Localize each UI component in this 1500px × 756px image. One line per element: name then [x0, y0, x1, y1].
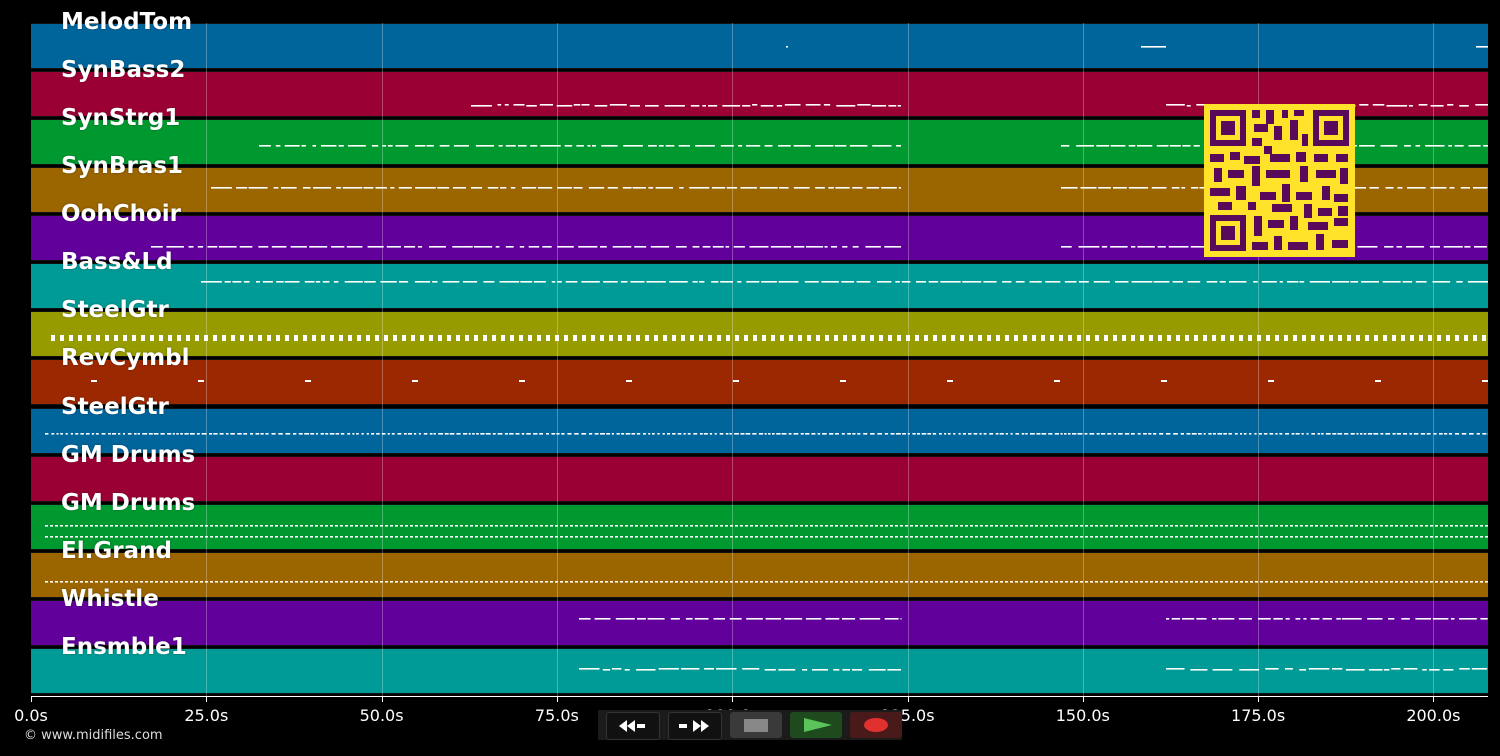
axis-tick-label: 150.0s [1055, 706, 1110, 725]
track-lane[interactable]: SteelGtr [31, 394, 1488, 454]
axis-tick-label: 50.0s [359, 706, 404, 725]
track-notes [45, 580, 1488, 583]
axis-tick [1433, 696, 1435, 702]
track-label: SteelGtr [61, 393, 169, 420]
track-notes [151, 246, 1487, 248]
axis-tick [556, 696, 558, 702]
track-label: MelodTom [61, 9, 193, 35]
fast-forward-icon [679, 720, 709, 732]
track-notes [45, 524, 1488, 538]
gridline [732, 23, 734, 696]
track-notes [786, 46, 1488, 48]
rewind-button[interactable] [606, 712, 660, 740]
play-icon [804, 718, 832, 732]
axis-tick [907, 696, 909, 702]
gridline [206, 23, 208, 696]
track-lane[interactable]: GM Drums [31, 442, 1488, 503]
track-label: GM Drums [61, 441, 196, 468]
axis-tick [1082, 696, 1084, 702]
track-lane[interactable]: Ensmble1 [31, 634, 1488, 694]
axis-tick [206, 696, 208, 702]
record-button[interactable] [850, 712, 902, 738]
qr-code-icon [1204, 104, 1355, 257]
record-icon [864, 718, 888, 732]
track-lane[interactable]: Whistle [31, 586, 1488, 646]
track-label: RevCymbl [61, 345, 190, 372]
axis-tick [732, 696, 734, 702]
time-axis [31, 696, 1488, 697]
track-notes [579, 667, 1488, 671]
track-lane[interactable]: MelodTom [31, 9, 1488, 69]
track-label: OohChoir [61, 201, 182, 228]
track-notes [31, 457, 1488, 503]
gridline [381, 23, 383, 696]
track-label: GM Drums [61, 489, 196, 516]
track-label: SynBras1 [61, 153, 184, 180]
gridline [1082, 23, 1084, 696]
axis-tick [31, 696, 32, 702]
axis-tick-label: 0.0s [14, 706, 48, 725]
axis-tick [1258, 696, 1260, 702]
track-label: Whistle [61, 585, 159, 612]
track-label: Bass&Ld [61, 249, 173, 276]
gridline [556, 23, 558, 696]
track-label: SynBass2 [61, 57, 186, 84]
rewind-icon [619, 720, 645, 732]
track-label: El.Grand [61, 537, 172, 564]
axis-tick-label: 175.0s [1231, 706, 1286, 725]
track-lane[interactable]: SteelGtr [31, 297, 1488, 358]
track-label: Ensmble1 [61, 633, 187, 660]
axis-tick-label: 75.0s [534, 706, 579, 725]
gridline [1258, 23, 1260, 696]
track-notes [51, 335, 1486, 342]
transport-controls [598, 710, 902, 740]
axis-tick [381, 696, 383, 702]
stop-button[interactable] [730, 712, 782, 738]
gridline [1433, 23, 1435, 696]
track-lane[interactable]: Bass&Ld [31, 249, 1488, 310]
track-notes [579, 617, 1488, 620]
track-lane[interactable]: RevCymbl [31, 345, 1488, 406]
play-button[interactable] [790, 712, 842, 738]
track-label: SynStrg1 [61, 105, 181, 132]
copyright-text: © www.midifiles.com [24, 728, 163, 743]
stop-icon [744, 719, 768, 732]
track-notes [91, 380, 1488, 383]
fast-forward-button[interactable] [668, 712, 722, 740]
track-notes [201, 281, 1488, 283]
track-lane[interactable]: El.Grand [31, 538, 1488, 598]
axis-tick-label: 25.0s [184, 706, 229, 725]
axis-tick-label: 200.0s [1406, 706, 1461, 725]
track-lane[interactable]: GM Drums [31, 490, 1488, 550]
qr-code-image [1204, 104, 1355, 257]
track-notes [259, 145, 1488, 147]
gridline [907, 23, 909, 696]
track-label: SteelGtr [61, 297, 169, 324]
track-notes [45, 432, 1488, 435]
